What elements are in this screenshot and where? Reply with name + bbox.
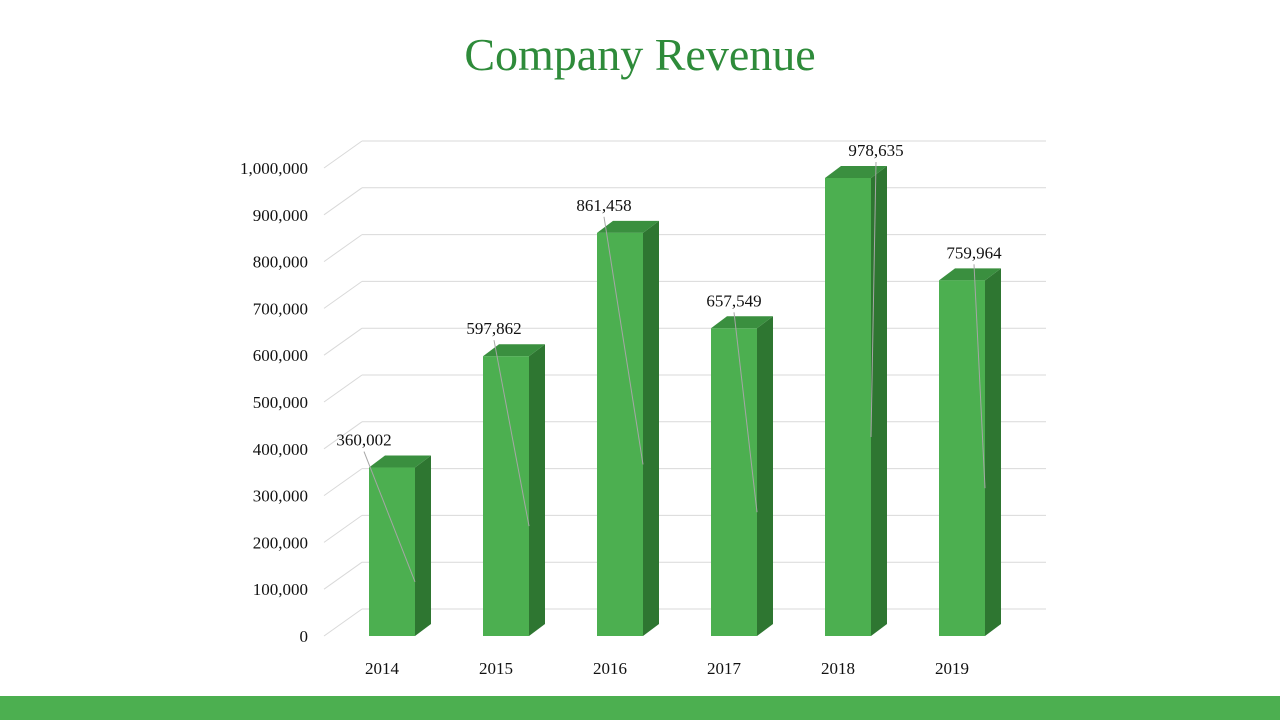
bar-top	[597, 220, 659, 233]
gridline-depth	[323, 327, 363, 356]
data-label: 360,002	[336, 431, 391, 450]
bar-front	[939, 280, 985, 636]
bar-top	[825, 165, 887, 178]
x-tick-label: 2016	[593, 659, 627, 678]
leader-line	[870, 161, 877, 438]
gridline-depth	[323, 234, 363, 263]
data-label: 759,964	[946, 243, 1002, 262]
data-label: 657,549	[706, 291, 761, 310]
bar-front	[825, 177, 871, 636]
x-tick-label: 2015	[479, 659, 513, 678]
bar-front	[711, 328, 757, 636]
bar	[711, 316, 773, 636]
bar	[483, 344, 545, 636]
gridline-depth	[323, 468, 363, 497]
y-tick-label: 600,000	[253, 346, 308, 365]
leader-line	[603, 216, 644, 465]
bar-side	[529, 344, 545, 636]
bar-front	[597, 232, 643, 637]
bar	[939, 268, 1001, 636]
leader-line	[493, 340, 530, 527]
y-tick-label: 1,000,000	[240, 159, 308, 178]
leader-line	[363, 451, 416, 582]
leader-line	[973, 264, 986, 489]
data-label: 597,862	[466, 319, 521, 338]
x-tick-label: 2017	[707, 659, 742, 678]
bar-front	[483, 356, 529, 636]
y-tick-label: 900,000	[253, 206, 308, 225]
bar-side	[643, 220, 659, 637]
gridline-depth	[323, 514, 363, 543]
bar-top	[711, 316, 773, 329]
x-axis-tick-labels: 2014 2015 2016 2017 2018 2019	[365, 659, 969, 678]
bar	[597, 220, 659, 637]
bar-side	[985, 268, 1001, 636]
y-tick-label: 500,000	[253, 393, 308, 412]
gridline-depth	[323, 421, 363, 450]
y-tick-label: 400,000	[253, 440, 308, 459]
data-labels: 360,002 597,862 861,458 657,549 978,635 759,9…	[336, 141, 1002, 450]
gridline-depth	[323, 608, 363, 637]
gridline-depth	[323, 280, 363, 309]
gridline-depth	[323, 561, 363, 590]
y-tick-label: 0	[300, 627, 309, 646]
y-tick-label: 300,000	[253, 487, 308, 506]
bar-top	[369, 455, 431, 468]
y-tick-label: 700,000	[253, 299, 308, 318]
bar	[825, 165, 887, 636]
leader-line	[733, 312, 758, 513]
y-tick-label: 200,000	[253, 533, 308, 552]
x-tick-label: 2019	[935, 659, 969, 678]
revenue-bar-chart: 0 100,000 200,000 300,000 400,000 500,000 600,…	[240, 140, 1046, 678]
gridline-depth	[323, 140, 363, 169]
y-tick-label: 800,000	[253, 253, 308, 272]
footer-bar	[0, 696, 1280, 720]
gridline-depth	[323, 187, 363, 216]
bar-side	[415, 455, 431, 636]
bar-top	[939, 268, 1001, 281]
x-tick-label: 2018	[821, 659, 855, 678]
gridline-depth	[323, 374, 363, 403]
bar	[369, 455, 431, 636]
y-tick-label: 100,000	[253, 580, 308, 599]
x-tick-label: 2014	[365, 659, 400, 678]
bar-front	[369, 467, 415, 636]
chart-title: Company Revenue	[464, 29, 816, 80]
data-label: 861,458	[576, 196, 631, 215]
data-label: 978,635	[848, 141, 903, 160]
bar-side	[871, 165, 887, 636]
gridlines	[323, 140, 1046, 637]
bar-side	[757, 316, 773, 636]
y-axis-tick-labels: 0 100,000 200,000 300,000 400,000 500,000 600,…	[240, 159, 308, 646]
label-leader-lines	[363, 161, 986, 582]
bar-top	[483, 344, 545, 357]
bars	[369, 165, 1001, 637]
